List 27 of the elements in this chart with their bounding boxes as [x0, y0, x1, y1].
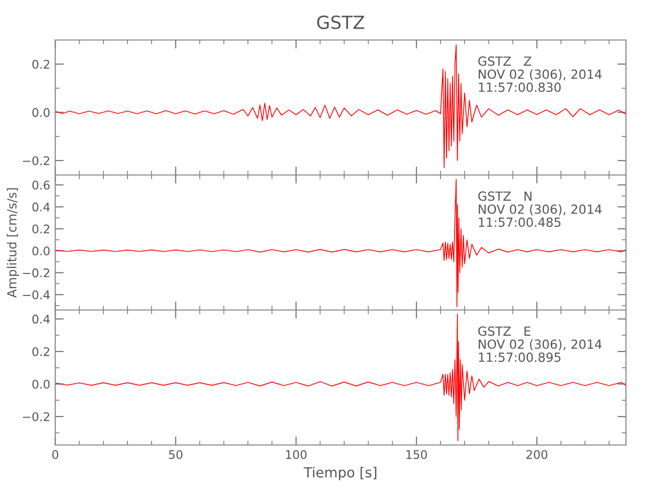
x-tick-label: 200 [526, 450, 548, 459]
y-axis-title: Amplitud [cm/s/s] [6, 188, 19, 298]
line-series [55, 314, 626, 442]
x-tick-label: 50 [169, 450, 182, 459]
y-tick-label: −0.2 [22, 412, 50, 422]
y-tick-label: 0.0 [32, 246, 50, 256]
annotation: GSTZ Z NOV 02 (306), 2014 11:57:00.830 [478, 56, 602, 92]
y-tick-label: −0.2 [22, 156, 50, 166]
x-tick-label: 100 [286, 450, 307, 459]
y-tick-label: 0.2 [32, 60, 50, 69]
y-tick-label: 0.2 [32, 224, 50, 234]
annotation: GSTZ N NOV 02 (306), 2014 11:57:00.485 [478, 191, 602, 227]
chart-title: GSTZ [317, 15, 364, 30]
x-axis-title: Tiempo [s] [304, 466, 376, 480]
y-tick-label: 0.0 [32, 108, 50, 117]
x-tick-label: 150 [406, 450, 427, 459]
y-tick-label: 0.6 [32, 180, 50, 190]
y-tick-label: 0.4 [32, 202, 50, 212]
y-tick-label: 0.0 [32, 380, 50, 389]
y-tick-label: −0.2 [22, 268, 50, 278]
y-tick-label: 0.2 [32, 347, 50, 356]
y-tick-label: −0.4 [22, 290, 50, 300]
annotation: GSTZ E NOV 02 (306), 2014 11:57:00.895 [478, 326, 602, 362]
y-tick-label: 0.4 [32, 314, 50, 324]
x-tick-label: 0 [52, 450, 58, 459]
line-series [55, 178, 626, 308]
line-series [55, 44, 626, 168]
